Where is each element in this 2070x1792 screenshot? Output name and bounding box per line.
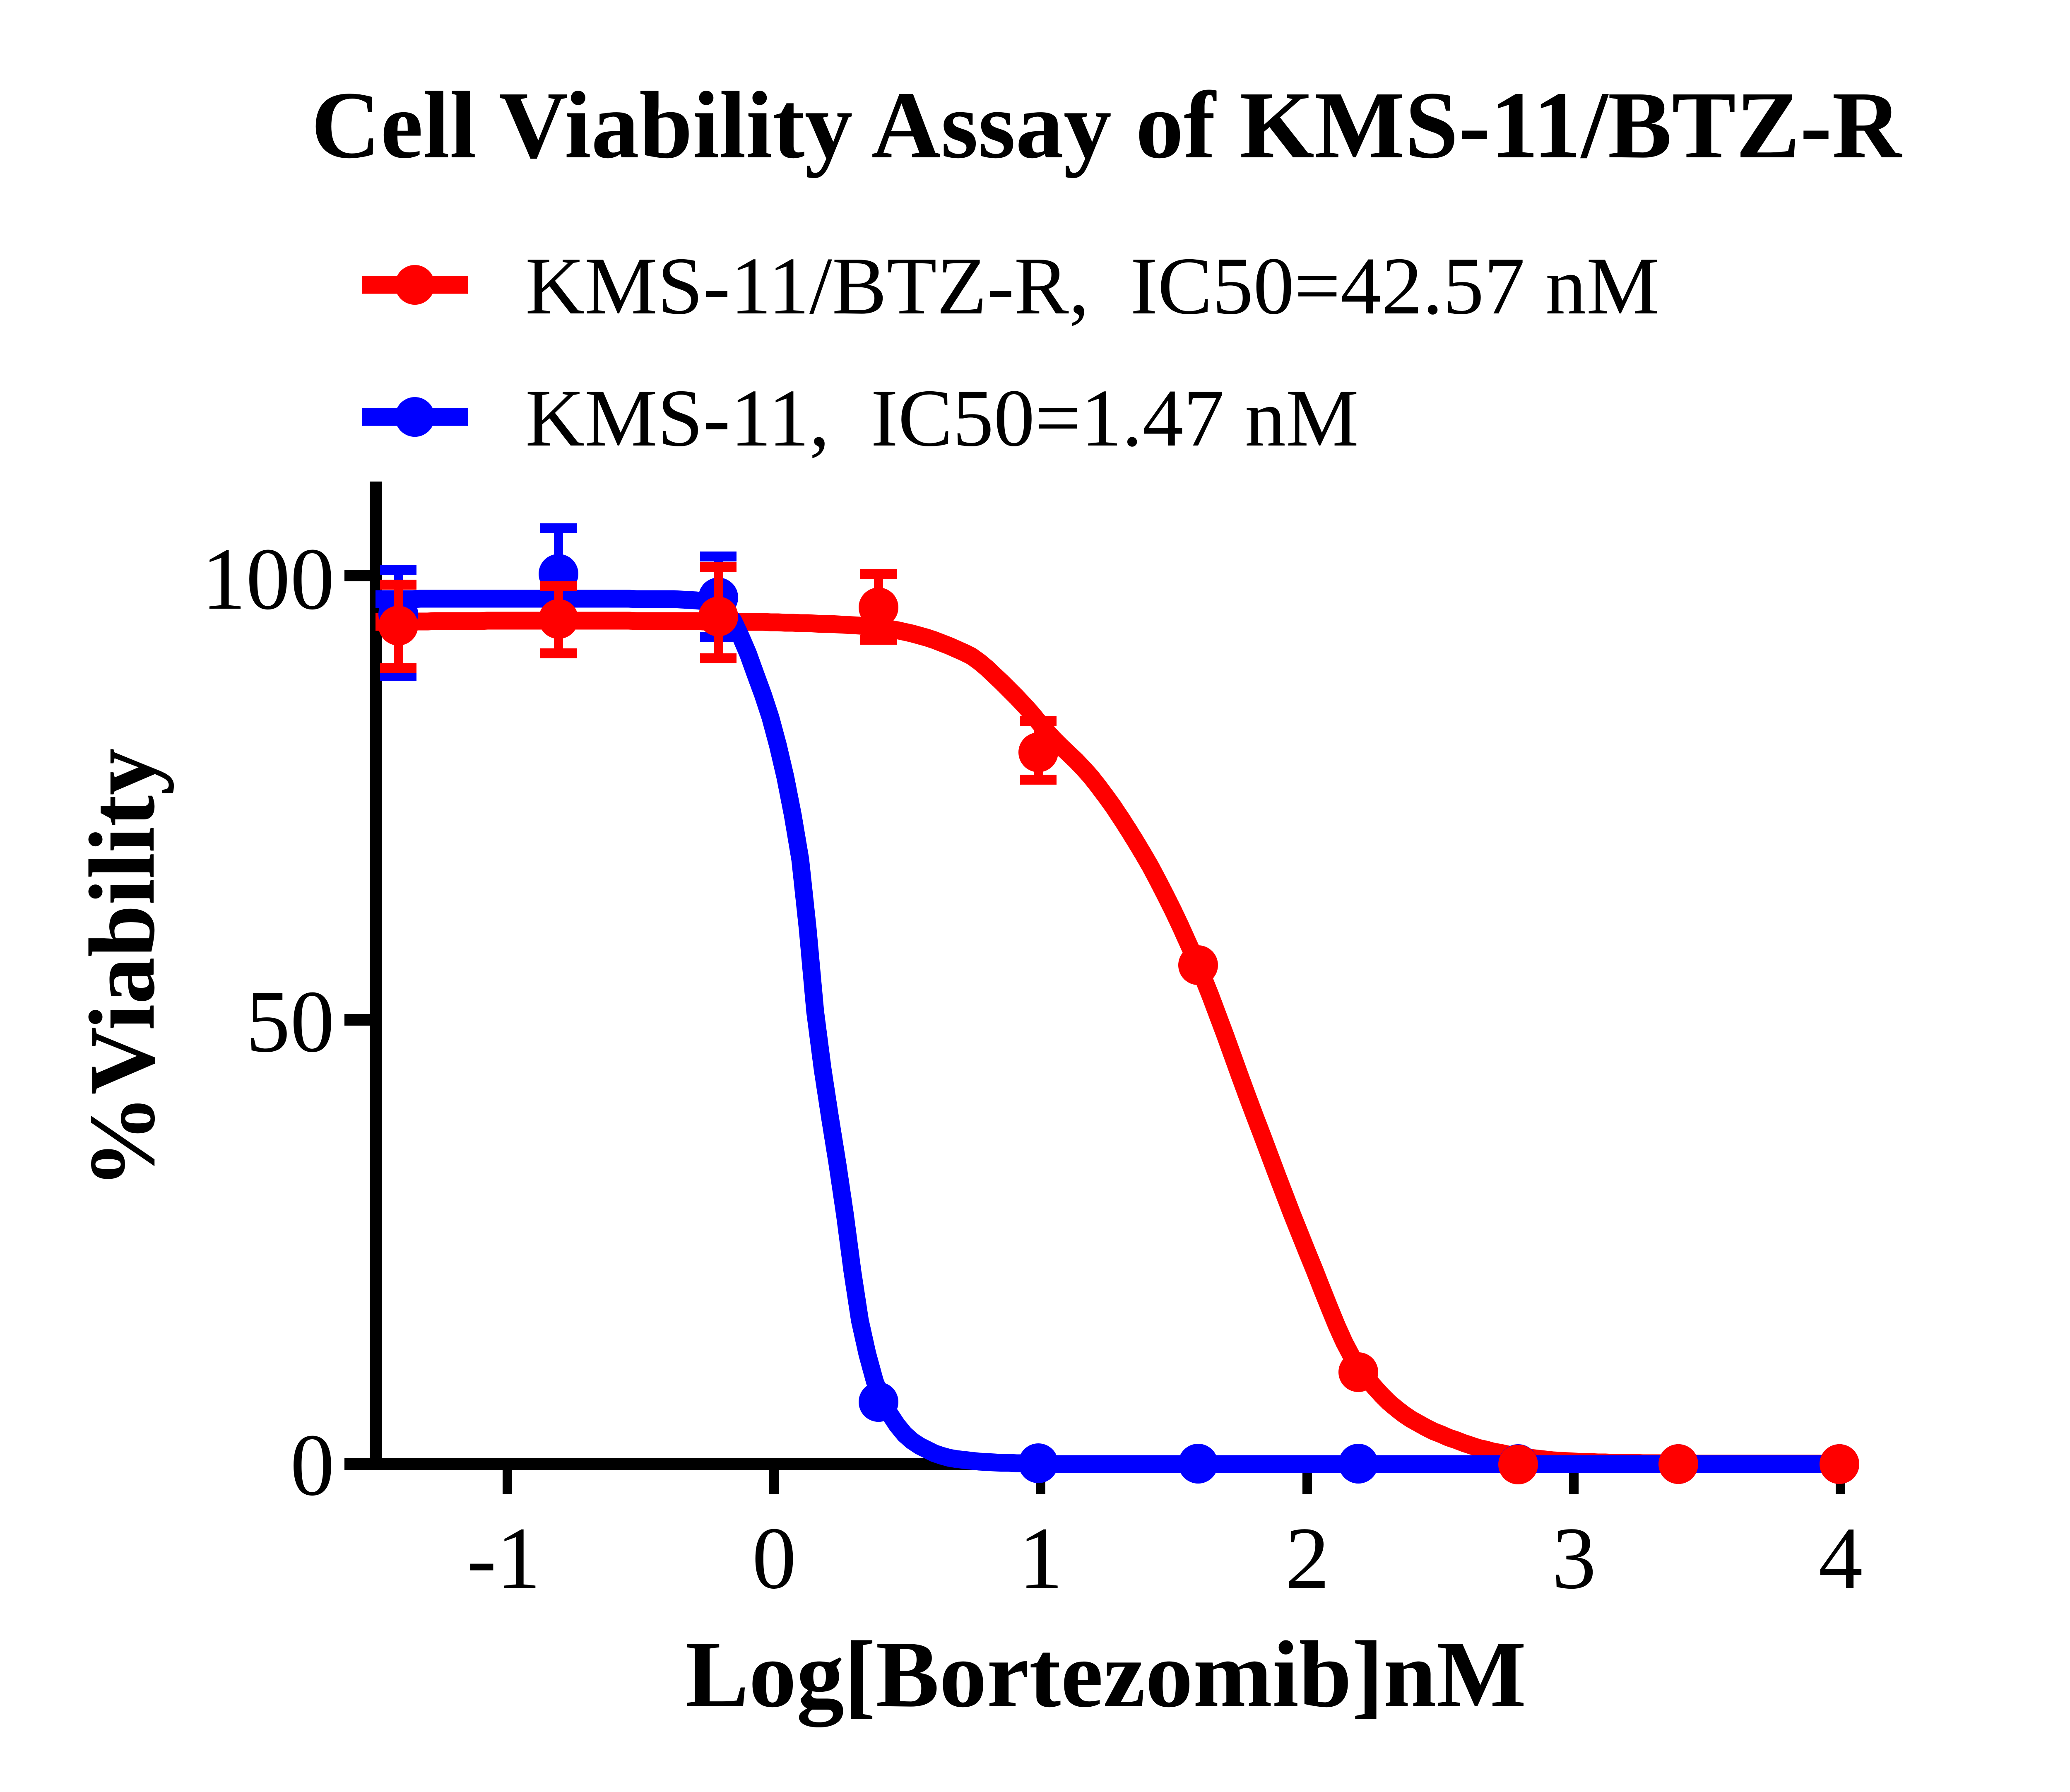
svg-text:-1: -1 [467,1509,541,1607]
svg-text:100: 100 [202,530,335,628]
svg-text:Cell Viability Assay of KMS-11: Cell Viability Assay of KMS-11/BTZ-R [311,72,1902,178]
svg-text:3: 3 [1552,1509,1596,1607]
svg-text:0: 0 [290,1416,335,1514]
svg-text:Log[Bortezomib]nM: Log[Bortezomib]nM [685,1621,1526,1727]
svg-text:1: 1 [1019,1509,1063,1607]
svg-text:KMS-11/BTZ-R, IC50=42.57 nM: KMS-11/BTZ-R, IC50=42.57 nM [525,241,1659,331]
svg-text:4: 4 [1819,1509,1863,1607]
svg-text:50: 50 [246,973,335,1071]
svg-text:KMS-11, IC50=1.47 nM: KMS-11, IC50=1.47 nM [525,373,1359,463]
svg-text:%Viability: %Viability [70,748,174,1189]
svg-text:2: 2 [1285,1509,1330,1607]
svg-text:0: 0 [752,1509,797,1607]
